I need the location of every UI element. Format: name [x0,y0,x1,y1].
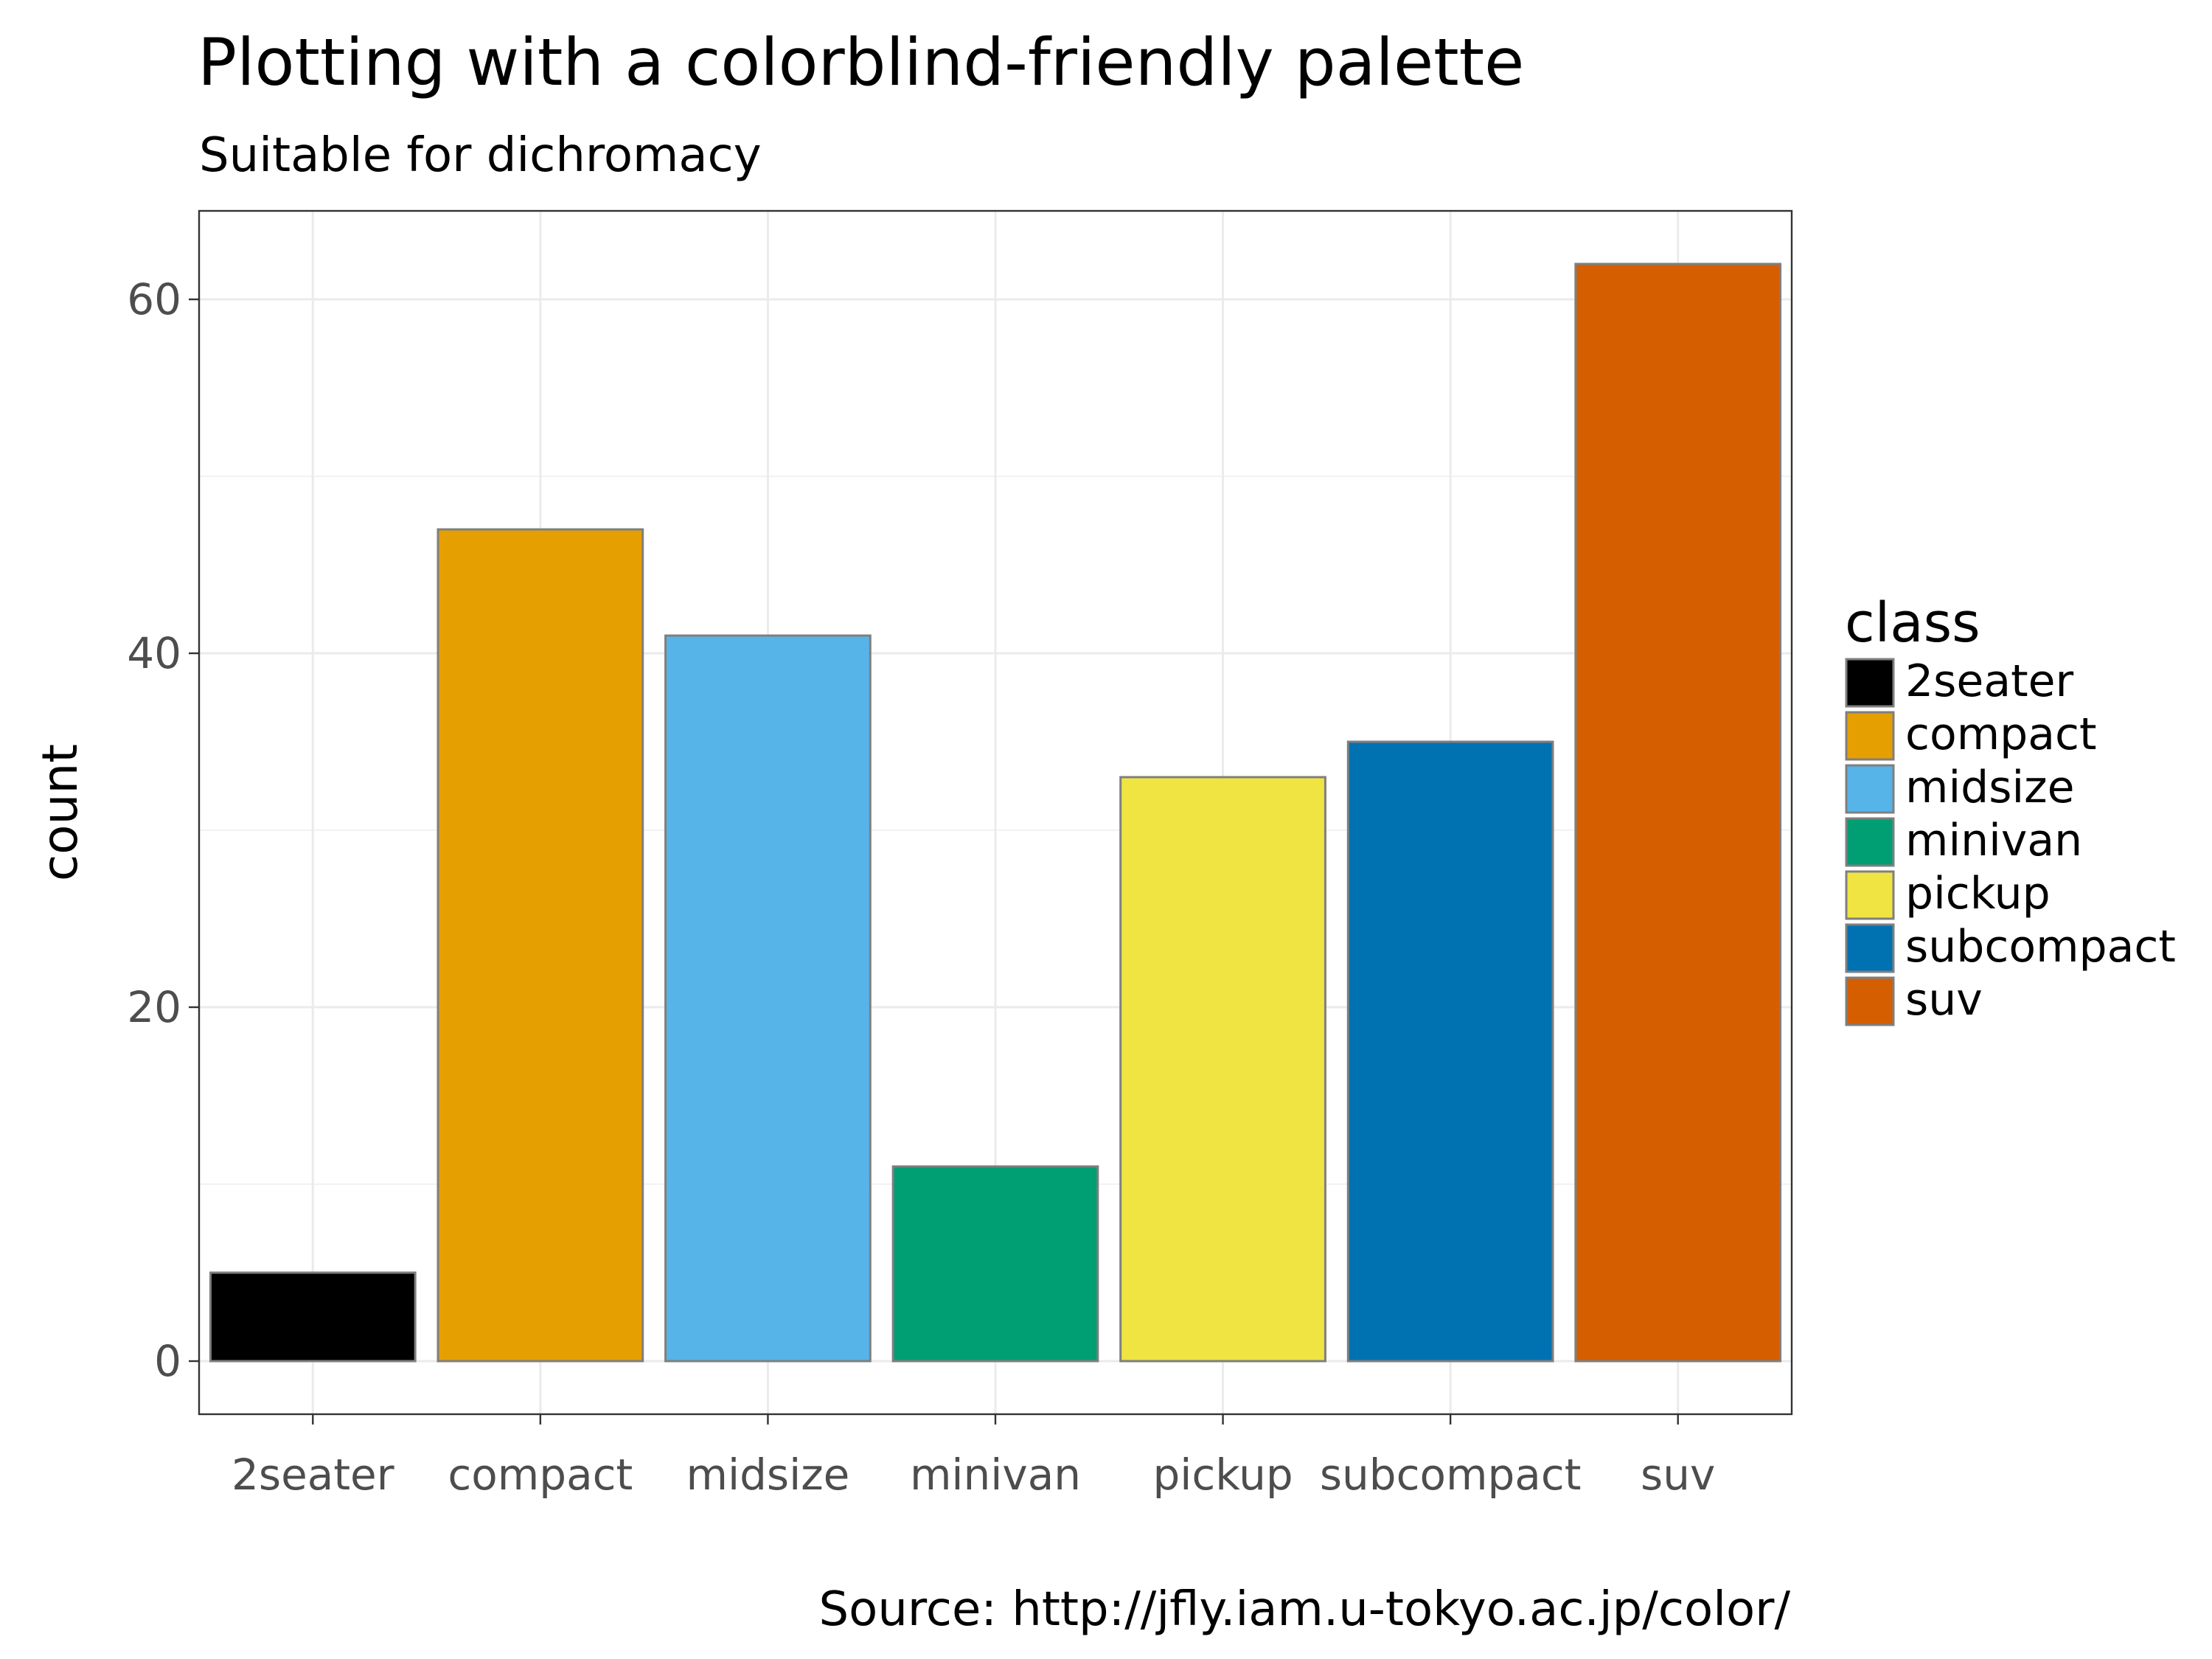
legend-key-minivan [1845,817,1895,867]
legend-key-midsize [1845,764,1895,814]
y-tick-label: 40 [127,628,181,678]
bar-pickup [1119,776,1326,1363]
y-tick-label: 60 [127,274,181,324]
bar-minivan [891,1165,1099,1363]
legend-title: class [1845,591,1980,655]
y-axis: 0 20 40 60 [127,274,199,1386]
bar-midsize [664,634,872,1363]
legend-key-2seater [1845,658,1895,708]
y-tick-label: 20 [127,982,181,1032]
bars [209,262,1782,1363]
legend-label: compact [1905,709,2097,760]
bar-suv [1574,262,1782,1363]
legend-label: minivan [1905,815,2082,866]
bar-compact [437,528,644,1363]
chart-caption: Source: http://jfly.iam.u-tokyo.ac.jp/co… [819,1582,1791,1637]
y-tick-label: 0 [154,1336,181,1386]
x-axis: 2seater compact midsize minivan pickup subcom… [232,1414,1715,1500]
legend-label: pickup [1905,868,2051,919]
x-tick-label: suv [1641,1450,1715,1500]
legend-label: subcompact [1905,921,2176,973]
x-tick-label: minivan [910,1450,1081,1500]
chart-subtitle: Suitable for dichromacy [199,128,762,183]
legend-key-subcompact [1845,923,1895,973]
legend: class 2seatercompactmidsizeminivanpickup… [1845,591,2176,1026]
x-tick-label: 2seater [232,1450,394,1500]
legend-label: suv [1905,974,1983,1026]
legend-items: 2seatercompactmidsizeminivanpickupsubcom… [1845,655,2176,1026]
legend-label: 2seater [1905,655,2074,707]
x-tick-label: pickup [1152,1450,1293,1500]
chart-title: Plotting with a colorblind-friendly pale… [198,24,1524,100]
bar-2seater [209,1271,417,1363]
x-tick-label: compact [448,1450,633,1500]
legend-key-suv [1845,976,1895,1026]
x-tick-label: subcompact [1320,1450,1582,1500]
legend-key-pickup [1845,870,1895,920]
x-tick-label: midsize [686,1450,849,1500]
y-axis-label: count [32,744,88,881]
bar-subcompact [1346,740,1554,1363]
legend-label: midsize [1905,762,2075,813]
legend-key-compact [1845,711,1895,761]
